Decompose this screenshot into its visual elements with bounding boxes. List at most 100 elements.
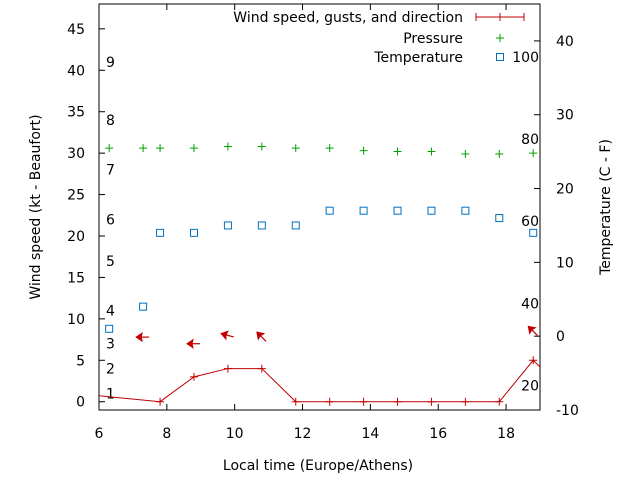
- beaufort-label: 1: [106, 386, 115, 402]
- wind-speed-point: [461, 397, 470, 406]
- legend-label: Pressure: [403, 31, 463, 47]
- wind-speed-point: [88, 391, 96, 399]
- y2-tick-label: 0: [556, 329, 565, 345]
- temperature-point: [427, 206, 436, 215]
- beaufort-label: 6: [106, 212, 115, 228]
- temperature-point: [156, 228, 165, 237]
- temperature-point: [461, 206, 470, 215]
- y2-tick-label: 20: [556, 182, 574, 198]
- pressure-point: [257, 142, 266, 151]
- pressure-point: [139, 144, 148, 153]
- wind-direction-arrow: [186, 338, 200, 349]
- series-layer: [88, 142, 540, 406]
- legend-label: Wind speed, gusts, and direction: [233, 10, 463, 26]
- y2-tick-label: 40: [556, 34, 574, 50]
- y-tick-label: 15: [67, 270, 85, 286]
- wind-speed-point: [291, 397, 300, 406]
- x-axis-label: Local time (Europe/Athens): [223, 458, 413, 474]
- pressure-point: [495, 149, 504, 158]
- beaufort-label: 5: [106, 254, 115, 270]
- fahrenheit-label: 80: [521, 132, 539, 148]
- pressure-point: [461, 149, 470, 158]
- fahrenheit-label: 60: [521, 214, 539, 230]
- wind-speed-point: [495, 397, 504, 406]
- arrow-head: [135, 331, 143, 343]
- pressure-point: [427, 147, 436, 156]
- beaufort-label: 3: [106, 337, 115, 353]
- pressure-point: [156, 144, 165, 153]
- wind-speed-point: [529, 356, 538, 365]
- wind-speed-point: [257, 364, 266, 373]
- legend: Wind speed, gusts, and direction Pressure…: [233, 10, 525, 66]
- wind-speed-point: [189, 372, 198, 381]
- temperature-point: [105, 324, 114, 333]
- y-axis-label: Wind speed (kt - Beaufort): [28, 114, 44, 299]
- temperature-point: [257, 221, 266, 230]
- temperature-point: [139, 302, 148, 311]
- wind-speed-point: [156, 397, 165, 406]
- y-tick-label: 45: [67, 22, 85, 38]
- x-tick-label: 18: [497, 426, 515, 442]
- legend-label: Temperature: [373, 50, 463, 66]
- y2-tick-label: 10: [556, 255, 574, 271]
- wind-speed-point: [393, 397, 402, 406]
- legend-swatch-marks: [475, 13, 525, 21]
- wind-speed-point: [223, 364, 232, 373]
- temperature-point: [325, 206, 334, 215]
- pressure-point: [359, 146, 368, 155]
- wind-direction-arrow: [135, 331, 150, 343]
- temperature-point: [189, 228, 198, 237]
- legend-swatch-plus: [496, 34, 504, 42]
- wind-direction-arrow: [527, 325, 538, 336]
- wind-speed-line: [99, 359, 540, 403]
- y-tick-label: 5: [76, 353, 85, 369]
- pressure-point: [393, 147, 402, 156]
- plot-clip-group: [88, 142, 540, 406]
- beaufort-label: 4: [106, 304, 115, 320]
- fahrenheit-label: 40: [521, 297, 539, 313]
- y-tick-label: 30: [67, 146, 85, 162]
- arrow-head: [256, 331, 266, 341]
- wind-speed-point: [325, 397, 334, 406]
- y-tick-label: 25: [67, 188, 85, 204]
- x-tick-label: 16: [429, 426, 447, 442]
- x-tick-label: 12: [294, 426, 312, 442]
- beaufort-label: 2: [106, 362, 115, 378]
- temperature-point: [359, 206, 368, 215]
- y2-tick-label: -10: [556, 403, 579, 419]
- legend-swatch-square: [496, 53, 504, 61]
- pressure-point: [223, 142, 232, 151]
- x-tick-label: 6: [95, 426, 104, 442]
- x-tick-label: 10: [226, 426, 244, 442]
- temperature-point: [291, 221, 300, 230]
- temperature-point: [529, 228, 538, 237]
- plot-frame: [98, 3, 541, 411]
- wind-speed-point: [427, 397, 436, 406]
- pressure-point: [291, 144, 300, 153]
- arrow-head: [527, 325, 537, 335]
- temperature-point: [223, 221, 232, 230]
- x-tick-label: 8: [162, 426, 171, 442]
- y2-axis-label: Temperature (C - F): [598, 139, 614, 276]
- x-tick-label: 14: [361, 426, 379, 442]
- pressure-point: [529, 149, 538, 158]
- pressure-point: [325, 144, 334, 153]
- y-tick-label: 35: [67, 105, 85, 121]
- pressure-point: [189, 144, 198, 153]
- axes: 6 8 10 12 14 16 18051015202530354045-100102030…: [67, 3, 579, 442]
- fahrenheit-label: 20: [521, 379, 539, 395]
- temperature-point: [393, 206, 402, 215]
- wind-speed-point: [359, 397, 368, 406]
- y-tick-label: 10: [67, 312, 85, 328]
- fahrenheit-label: 100: [512, 50, 539, 66]
- arrow-head: [220, 330, 230, 341]
- y-tick-label: 40: [67, 63, 85, 79]
- y-tick-label: 20: [67, 229, 85, 245]
- temperature-point: [495, 214, 504, 223]
- y2-tick-label: 30: [556, 108, 574, 124]
- pressure-point: [105, 144, 114, 153]
- y-tick-label: 0: [76, 395, 85, 411]
- beaufort-label: 7: [106, 163, 115, 179]
- wind-direction-arrow: [220, 330, 234, 341]
